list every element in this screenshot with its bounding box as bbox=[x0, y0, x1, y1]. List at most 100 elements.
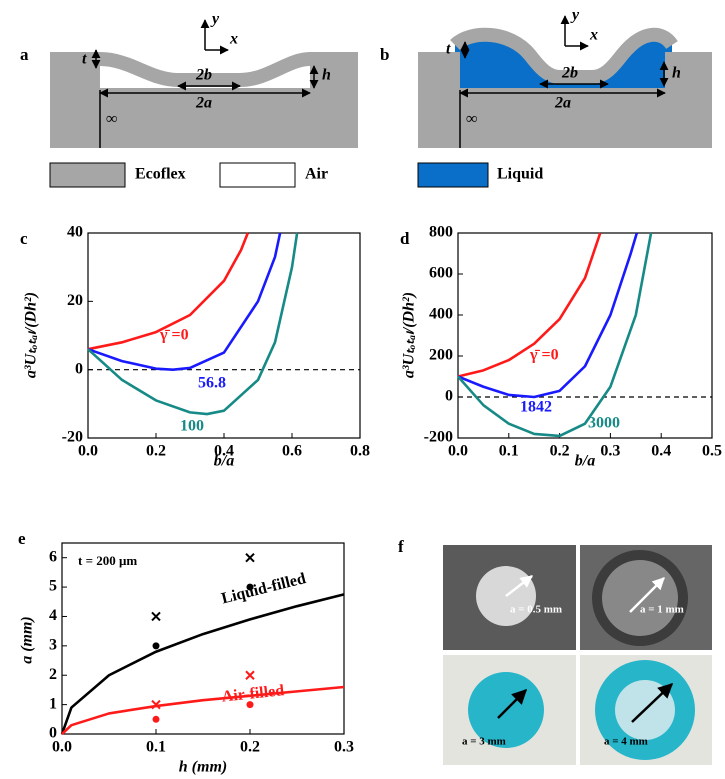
series-label: Liquid-filled bbox=[220, 570, 308, 607]
substrate bbox=[418, 88, 712, 148]
panel-label: c bbox=[20, 229, 28, 248]
liquid bbox=[455, 34, 672, 88]
y-tick-label: 0 bbox=[75, 360, 83, 377]
series-line bbox=[457, 232, 639, 399]
dim-label: 2a bbox=[195, 95, 212, 112]
axis-glyph-label: y bbox=[210, 11, 220, 28]
photo-label: a = 0.5 mm bbox=[510, 604, 562, 616]
panel-label: f bbox=[398, 537, 404, 556]
point bbox=[246, 583, 254, 591]
y-tick-label: 2 bbox=[49, 666, 57, 683]
x-axis-label: h (mm) bbox=[179, 759, 227, 776]
legend-swatch bbox=[219, 162, 296, 188]
x-tick-label: 0.3 bbox=[600, 443, 620, 460]
x-tick-label: 0.2 bbox=[240, 739, 260, 756]
axis-glyph-label: y bbox=[570, 7, 580, 24]
legend-label: Air bbox=[305, 166, 328, 183]
plot-frame bbox=[457, 232, 713, 439]
dim-label: t bbox=[446, 41, 451, 58]
series-line bbox=[457, 232, 653, 438]
point bbox=[151, 699, 161, 710]
x-tick-label: 0.2 bbox=[146, 443, 166, 460]
arrow bbox=[629, 577, 665, 613]
photos: f a = 0.5 mm a = 1 mm a = 3 mm a = 4 mm bbox=[398, 537, 712, 765]
dim-label: t bbox=[82, 51, 87, 68]
substrate bbox=[665, 52, 712, 89]
legend-swatch bbox=[49, 162, 126, 188]
x-tick-label: 0.6 bbox=[282, 443, 302, 460]
legend-label: Ecoflex bbox=[135, 166, 186, 183]
schematic-b: b t h 2b 2a ∞ y x bbox=[380, 7, 712, 148]
panel-label: a bbox=[20, 45, 29, 64]
dim-label: h bbox=[322, 67, 331, 84]
y-tick-label: -20 bbox=[62, 429, 83, 446]
x-tick-label: 0.3 bbox=[334, 739, 354, 756]
membrane bbox=[450, 27, 678, 84]
series-label: γ̄ =0 bbox=[159, 327, 189, 344]
axis-glyph-label: x bbox=[589, 27, 598, 44]
x-tick-label: 0.8 bbox=[350, 443, 370, 460]
series-line bbox=[87, 232, 282, 371]
series-label: 3000 bbox=[588, 415, 620, 432]
arrow bbox=[505, 575, 533, 597]
series-label: 56.8 bbox=[198, 375, 226, 392]
arrow bbox=[497, 688, 528, 719]
x-tick-label: 0.2 bbox=[550, 443, 570, 460]
photo-label: a = 3 mm bbox=[462, 736, 506, 748]
axis-glyph-label: x bbox=[229, 31, 238, 48]
x-tick-label: 0.5 bbox=[702, 443, 722, 460]
photo-label: a = 1 mm bbox=[640, 604, 684, 616]
y-axis-label: a (mm) bbox=[19, 616, 36, 664]
series-label: 1842 bbox=[520, 399, 552, 416]
y-tick-label: 600 bbox=[429, 265, 453, 282]
y-tick-label: -200 bbox=[424, 429, 453, 446]
y-tick-label: 3 bbox=[49, 637, 57, 654]
y-tick-label: 800 bbox=[429, 224, 453, 241]
dim-label: 2a bbox=[554, 95, 571, 112]
membrane bbox=[99, 52, 311, 87]
substrate bbox=[50, 52, 100, 89]
x-axis-label: b/a bbox=[214, 453, 234, 470]
point bbox=[246, 701, 254, 709]
dim-label: h bbox=[672, 65, 681, 82]
y-tick-label: 40 bbox=[67, 224, 83, 241]
y-tick-label: 5 bbox=[49, 578, 57, 595]
series-line bbox=[61, 685, 345, 735]
y-axis-label: a³Uₜₒₜₐₗ/(Dh²) bbox=[23, 292, 40, 378]
series-line bbox=[87, 232, 250, 351]
x-tick-label: 0.1 bbox=[146, 739, 166, 756]
y-axis-label: a³Uₜₒₜₐₗ/(Dh²) bbox=[401, 292, 418, 378]
panel-label: b bbox=[380, 45, 389, 64]
point bbox=[245, 552, 255, 563]
series-label: γ̄ =0 bbox=[529, 347, 559, 364]
y-tick-label: 400 bbox=[429, 306, 453, 323]
y-tick-label: 20 bbox=[67, 292, 83, 309]
dim-label: ∞ bbox=[466, 111, 477, 128]
plot-frame bbox=[61, 542, 345, 735]
series-line bbox=[457, 232, 602, 378]
substrate bbox=[50, 88, 358, 148]
y-tick-label: 200 bbox=[429, 347, 453, 364]
x-tick-label: 0.4 bbox=[651, 443, 671, 460]
arrow bbox=[631, 682, 674, 723]
annotation: t = 200 μm bbox=[78, 553, 137, 568]
y-tick-label: 6 bbox=[49, 548, 57, 565]
y-tick-label: 0 bbox=[445, 388, 453, 405]
series-label: Air-filled bbox=[221, 682, 285, 705]
point bbox=[245, 670, 255, 680]
panel-label: e bbox=[18, 529, 26, 548]
point bbox=[152, 642, 160, 650]
y-tick-label: 0 bbox=[49, 725, 57, 742]
substrate bbox=[310, 52, 358, 89]
substrate bbox=[418, 52, 460, 89]
x-axis-label: b/a bbox=[575, 453, 595, 470]
x-tick-label: 0.0 bbox=[448, 443, 468, 460]
x-tick-label: 0.1 bbox=[499, 443, 519, 460]
point bbox=[151, 611, 161, 622]
x-tick-label: 0.4 bbox=[214, 443, 234, 460]
panel-label: d bbox=[400, 229, 410, 248]
photo-feature bbox=[602, 560, 678, 636]
legend-label: Liquid bbox=[497, 166, 543, 183]
y-tick-label: 1 bbox=[49, 695, 57, 712]
